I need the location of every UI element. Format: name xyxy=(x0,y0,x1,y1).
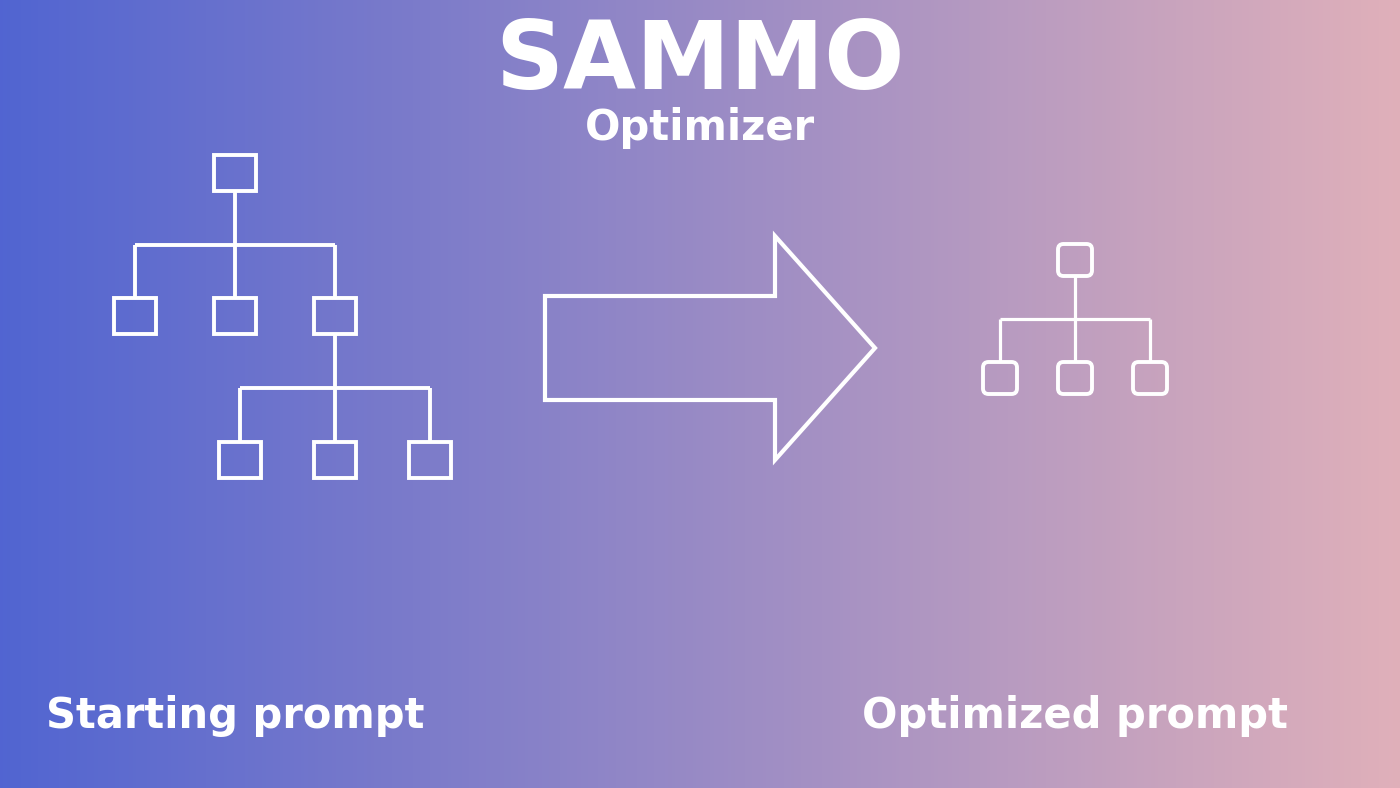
Text: Optimizer: Optimizer xyxy=(585,107,815,149)
Bar xyxy=(113,298,155,334)
Bar xyxy=(314,442,356,478)
Bar xyxy=(214,298,256,334)
Bar xyxy=(314,298,356,334)
Text: Optimized prompt: Optimized prompt xyxy=(862,695,1288,737)
Text: SAMMO: SAMMO xyxy=(496,17,904,109)
Bar xyxy=(218,442,260,478)
Bar xyxy=(409,442,451,478)
Text: Starting prompt: Starting prompt xyxy=(46,695,424,737)
Bar xyxy=(214,155,256,191)
